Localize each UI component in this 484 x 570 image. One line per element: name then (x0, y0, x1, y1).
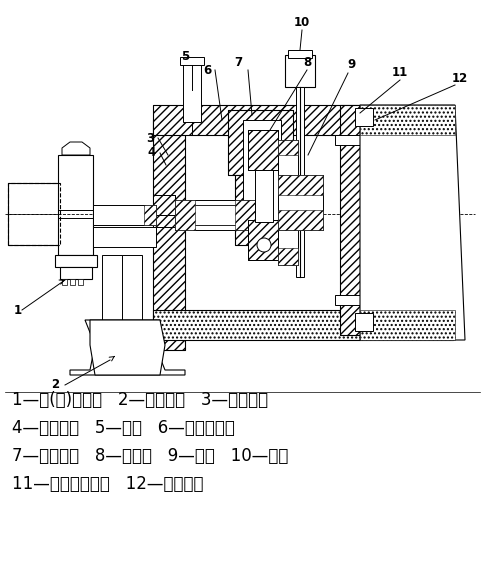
Bar (277, 248, 297, 265)
Text: 6: 6 (202, 63, 211, 76)
Text: 4—石棉盘根   5—插销   6—过渡联接轴: 4—石棉盘根 5—插销 6—过渡联接轴 (12, 419, 234, 437)
Polygon shape (359, 105, 464, 340)
Text: 7—吸轴承座   8—合金瓦   9—挂耳   10—油杯: 7—吸轴承座 8—合金瓦 9—挂耳 10—油杯 (12, 447, 288, 465)
Bar (152, 120, 184, 350)
Bar (78, 279, 83, 285)
Bar (0, 0, 484, 375)
Bar (277, 140, 297, 155)
Bar (8, 183, 60, 245)
Bar (58, 155, 93, 255)
Bar (242, 120, 280, 230)
Text: 3: 3 (146, 132, 154, 145)
Bar (55, 255, 97, 267)
Bar (354, 313, 372, 331)
Text: 4: 4 (148, 146, 156, 160)
Bar (235, 175, 287, 245)
Bar (152, 310, 452, 340)
Bar (354, 108, 372, 126)
Bar (182, 62, 200, 122)
Bar (62, 279, 67, 285)
Bar (277, 210, 322, 230)
Bar (152, 215, 175, 227)
Bar (339, 105, 359, 335)
Text: 1—头(尾)轴承组   2—轴承支架   3—填料压盖: 1—头(尾)轴承组 2—轴承支架 3—填料压盖 (12, 391, 268, 409)
Text: 8: 8 (302, 55, 310, 68)
Bar (334, 295, 364, 305)
Bar (175, 200, 255, 230)
Text: 11—螺旋实体法兰   12—联接螺栓: 11—螺旋实体法兰 12—联接螺栓 (12, 475, 203, 493)
Bar (152, 105, 452, 135)
Polygon shape (62, 142, 90, 155)
Bar (152, 120, 184, 350)
Bar (235, 200, 255, 230)
Bar (93, 205, 156, 225)
Bar (247, 130, 277, 170)
Bar (180, 57, 204, 65)
Bar (277, 175, 322, 195)
Bar (93, 227, 156, 247)
Text: 11: 11 (391, 66, 407, 79)
Bar (152, 310, 452, 340)
Bar (152, 105, 452, 135)
Bar (227, 110, 292, 175)
Bar (227, 110, 292, 175)
Text: 9: 9 (347, 59, 355, 71)
Bar (8, 183, 60, 245)
Bar (277, 175, 322, 230)
Bar (339, 105, 359, 335)
Bar (295, 87, 303, 277)
Bar (102, 255, 122, 320)
Bar (255, 170, 272, 222)
Text: 7: 7 (233, 55, 242, 68)
Bar (277, 140, 297, 175)
Bar (152, 195, 175, 215)
Bar (70, 279, 75, 285)
Bar (247, 130, 277, 170)
Bar (144, 205, 156, 225)
Bar (247, 220, 277, 260)
Bar (152, 195, 175, 215)
Bar (152, 215, 175, 227)
Bar (359, 310, 454, 340)
Bar (334, 135, 364, 145)
Bar (359, 105, 454, 135)
Text: 2: 2 (51, 378, 59, 392)
Bar (287, 50, 311, 58)
Bar (175, 200, 195, 230)
Text: 12: 12 (451, 71, 467, 84)
Polygon shape (70, 320, 184, 375)
Polygon shape (90, 320, 165, 375)
Text: 10: 10 (293, 17, 309, 30)
Bar (122, 255, 142, 320)
Bar (277, 230, 297, 265)
Bar (285, 55, 314, 87)
Text: 5: 5 (181, 51, 189, 63)
Bar (235, 175, 287, 245)
Bar (60, 267, 92, 279)
Circle shape (257, 238, 271, 252)
Text: 1: 1 (14, 303, 22, 316)
Bar (247, 220, 277, 260)
